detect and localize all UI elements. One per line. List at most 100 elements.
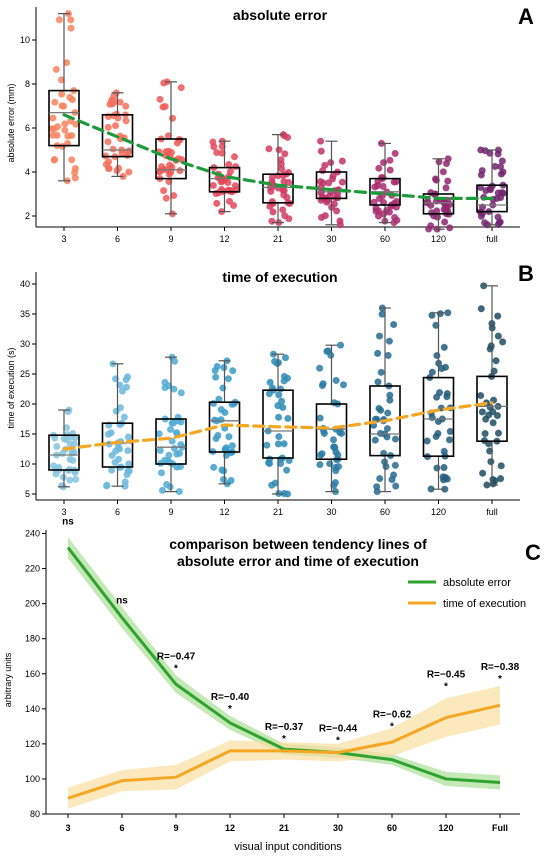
data-point-12: [230, 201, 238, 210]
data-point-30: [331, 444, 339, 452]
data-point-60: [391, 435, 400, 443]
panel-letter-a: A: [518, 4, 534, 29]
data-point-3: [55, 16, 64, 24]
correlation-label-Full: R=−0.38: [481, 662, 520, 673]
data-point-30: [323, 347, 331, 355]
data-point-60: [391, 461, 399, 469]
data-point-9: [166, 425, 175, 434]
data-point-120: [440, 463, 448, 472]
series-line-absolute-error: [66, 546, 501, 784]
data-point-9: [175, 488, 183, 496]
data-point-full: [493, 411, 501, 420]
data-point-60: [392, 482, 400, 490]
data-point-21: [275, 433, 283, 441]
data-point-full: [478, 408, 486, 416]
y-tick-label: 8: [25, 79, 30, 89]
data-point-6: [109, 145, 117, 153]
x-tick-label: 9: [173, 823, 178, 833]
y-tick-label: 4: [25, 167, 30, 177]
box-9: [155, 138, 187, 180]
data-point-21: [281, 150, 289, 158]
data-point-9: [168, 437, 176, 445]
data-point-120: [440, 447, 448, 455]
data-point-21: [275, 146, 283, 154]
y-tick-label: 180: [25, 634, 40, 644]
data-point-60: [375, 194, 384, 203]
data-point-21: [284, 414, 292, 423]
data-point-full: [491, 477, 499, 485]
data-point-30: [316, 364, 324, 372]
data-point-21: [274, 413, 283, 421]
data-point-9: [167, 148, 176, 157]
data-point-6: [121, 478, 129, 486]
data-point-60: [392, 178, 400, 186]
data-point-3: [71, 174, 79, 182]
data-point-60: [375, 332, 384, 340]
data-point-21: [283, 466, 291, 474]
significance-star-12: *: [228, 704, 232, 715]
data-point-120: [442, 159, 451, 168]
panel-a-title: absolute error: [233, 7, 328, 23]
y-tick-label: 240: [25, 529, 40, 539]
data-point-6: [122, 117, 130, 125]
x-tick-label: 3: [61, 234, 66, 244]
panel-c-title: comparison between tendency lines of: [169, 536, 427, 552]
data-point-30: [337, 429, 346, 438]
data-point-120: [446, 224, 454, 232]
box-9: [155, 418, 187, 465]
data-point-full: [494, 429, 503, 437]
data-point-60: [386, 391, 394, 399]
data-point-60: [379, 158, 388, 167]
data-point-6: [104, 430, 112, 438]
y-tick-label: 80: [30, 809, 40, 819]
data-point-6: [108, 466, 116, 474]
data-point-full: [489, 419, 497, 427]
panel-a: A absolute error absolute error (mm) 2 4 6…: [6, 4, 534, 244]
data-point-full: [477, 392, 485, 400]
data-point-60: [382, 462, 390, 471]
y-tick-label: 6: [25, 123, 30, 133]
data-point-60: [373, 483, 381, 491]
data-point-12: [219, 475, 228, 484]
y-tick-label: 5: [25, 489, 30, 499]
data-point-full: [499, 338, 507, 346]
data-point-21: [266, 378, 274, 386]
data-point-full: [493, 194, 501, 203]
data-point-60: [374, 378, 382, 386]
data-point-60: [384, 351, 392, 360]
panel-letter-b: B: [518, 261, 534, 286]
data-point-30: [332, 467, 340, 475]
data-point-120: [428, 413, 436, 422]
data-point-9: [157, 163, 166, 171]
y-tick-label: 200: [25, 599, 40, 609]
data-point-21: [280, 132, 288, 140]
data-point-full: [494, 332, 502, 340]
x-tick-label: 12: [225, 823, 235, 833]
data-point-21: [269, 208, 277, 216]
data-point-3: [53, 442, 61, 451]
box-21: [262, 173, 294, 204]
correlation-label-6: ns: [116, 596, 128, 607]
data-point-9: [165, 170, 173, 178]
data-point-120: [440, 343, 448, 351]
data-point-12: [209, 399, 218, 408]
data-point-3: [52, 65, 60, 74]
data-point-3: [68, 156, 76, 164]
y-tick-label: 40: [20, 279, 30, 289]
y-tick-label: 100: [25, 774, 40, 784]
data-point-6: [104, 138, 112, 146]
data-point-3: [71, 164, 79, 173]
data-point-12: [217, 416, 225, 424]
data-point-120: [432, 432, 440, 441]
correlation-label-30: R=−0.44: [319, 724, 358, 735]
data-point-6: [115, 455, 123, 463]
data-point-30: [329, 436, 338, 444]
data-point-full: [487, 458, 495, 466]
data-point-full: [495, 218, 503, 227]
y-tick-label: 140: [25, 704, 40, 714]
correlation-label-12: R=−0.40: [211, 692, 250, 703]
data-point-6: [112, 407, 120, 415]
y-tick-label: 25: [20, 369, 30, 379]
data-point-30: [328, 175, 337, 183]
